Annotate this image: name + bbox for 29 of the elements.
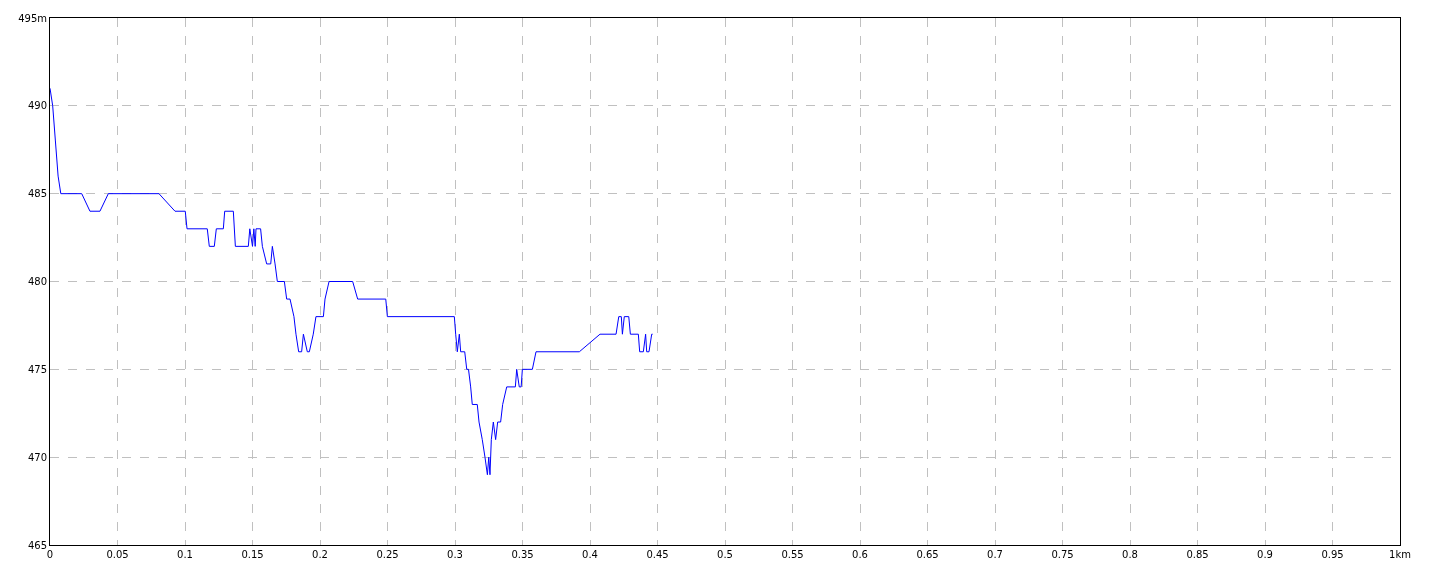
y-tick-label: 465 — [27, 539, 47, 551]
x-tick-label: 0.65 — [916, 549, 939, 560]
x-tick-label: 0.4 — [582, 549, 598, 560]
x-tick-label: 0.55 — [781, 549, 804, 560]
x-tick-label: 0.1 — [177, 549, 193, 560]
x-tick-label: 0.8 — [1122, 549, 1138, 560]
x-tick-label: 0.25 — [376, 549, 399, 560]
y-tick-label: 490 — [27, 100, 47, 112]
line-series — [50, 87, 654, 476]
x-tick-label: 0.45 — [646, 549, 669, 560]
y-tick-label: 475 — [27, 363, 47, 375]
x-tick-label: 0.9 — [1257, 549, 1273, 560]
x-tick-label: 0.7 — [987, 549, 1003, 560]
y-tick-label: 470 — [27, 451, 47, 463]
x-tick-label: 0.5 — [717, 549, 733, 560]
x-tick-label: 0.15 — [241, 549, 264, 560]
x-tick-label: 0 — [46, 549, 54, 560]
x-tick-label: 0.3 — [447, 549, 463, 560]
x-tick-label: 0.95 — [1321, 549, 1344, 560]
x-tick-label: 1km — [1389, 549, 1411, 560]
x-tick-label: 0.6 — [852, 549, 868, 560]
x-tick-label: 0.75 — [1051, 549, 1074, 560]
y-tick-label: 485 — [27, 188, 47, 200]
x-tick-label: 0.35 — [511, 549, 534, 560]
x-tick-label: 0.2 — [312, 549, 328, 560]
y-tick-label: 480 — [27, 276, 47, 287]
x-tick-label: 0.05 — [106, 549, 129, 560]
x-tick-label: 0.85 — [1186, 549, 1209, 560]
y-tick-label: 495m — [18, 12, 47, 24]
